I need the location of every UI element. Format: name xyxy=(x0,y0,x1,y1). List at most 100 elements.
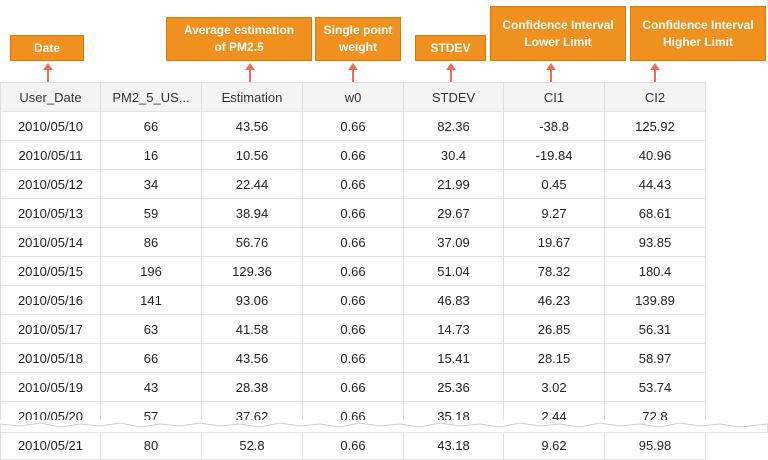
table-cell: 9.27 xyxy=(503,198,605,228)
arrow-stdev xyxy=(446,63,456,82)
table-cell: 2010/05/11 xyxy=(0,140,101,170)
table-cell: 0.66 xyxy=(302,169,404,199)
table-cell: 78.32 xyxy=(503,256,605,286)
table-cell: 59 xyxy=(100,198,202,228)
table-cell: 46.83 xyxy=(403,285,504,315)
table-cell: 26.85 xyxy=(503,314,605,344)
table-cell: 43 xyxy=(100,372,202,402)
table-row[interactable]: 2010/05/19 43 28.38 0.66 25.36 3.02 53.74 xyxy=(0,372,706,402)
table-row[interactable]: 2010/05/15 196 129.36 0.66 51.04 78.32 180.4 xyxy=(0,256,706,286)
table-cell: 2010/05/13 xyxy=(0,198,101,228)
table-cell: 19.67 xyxy=(503,227,605,257)
table-cell: 15.41 xyxy=(403,343,504,373)
table-cell: -38.8 xyxy=(503,111,605,141)
table-cell: 43.56 xyxy=(201,111,303,141)
table-header-row: User_Date PM2_5_US... Estimation w0 STDEV CI1… xyxy=(0,82,706,112)
callout-ci-higher: Confidence Interval Higher Limit xyxy=(630,6,766,61)
table-cell: 68.61 xyxy=(604,198,706,228)
arrow-ci1 xyxy=(546,63,556,82)
column-header-1[interactable]: PM2_5_US... xyxy=(100,82,202,112)
table-cell: 86 xyxy=(100,227,202,257)
table-cell: 56.31 xyxy=(604,314,706,344)
table-cell: 28.38 xyxy=(201,372,303,402)
table-cell: 66 xyxy=(100,343,202,373)
torn-edge xyxy=(0,420,768,433)
table-cell: 93.06 xyxy=(201,285,303,315)
table-cell: 129.36 xyxy=(201,256,303,286)
table-cell: 95.98 xyxy=(604,430,706,460)
table-cell: 46.23 xyxy=(503,285,605,315)
table-cell: 3.02 xyxy=(503,372,605,402)
table-cell: 139.89 xyxy=(604,285,706,315)
table-cell: 93.85 xyxy=(604,227,706,257)
table-cell: 10.56 xyxy=(201,140,303,170)
table-cell: 2010/05/18 xyxy=(0,343,101,373)
arrow-date xyxy=(43,63,53,82)
table-row[interactable]: 2010/05/16 141 93.06 0.66 46.83 46.23 139.89 xyxy=(0,285,706,315)
table-row[interactable]: 2010/05/13 59 38.94 0.66 29.67 9.27 68.61 xyxy=(0,198,706,228)
table-cell: 141 xyxy=(100,285,202,315)
table-cell: 43.18 xyxy=(403,430,504,460)
column-header-2[interactable]: Estimation xyxy=(201,82,303,112)
table-cell: 28.15 xyxy=(503,343,605,373)
callout-stdev: STDEV xyxy=(415,35,486,61)
table-cell: 43.56 xyxy=(201,343,303,373)
table-row[interactable]: 2010/05/11 16 10.56 0.66 30.4 -19.84 40.96 xyxy=(0,140,706,170)
table-cell: 0.66 xyxy=(302,111,404,141)
callout-date: Date xyxy=(10,35,84,61)
table-cell: 44.43 xyxy=(604,169,706,199)
table-cell: 0.66 xyxy=(302,430,404,460)
table-cell: 2010/05/10 xyxy=(0,111,101,141)
arrow-ci2 xyxy=(650,63,660,82)
column-header-0[interactable]: User_Date xyxy=(0,82,101,112)
table-cell: 0.66 xyxy=(302,314,404,344)
table-cell: 66 xyxy=(100,111,202,141)
table-cell: 125.92 xyxy=(604,111,706,141)
table-cell: 22.44 xyxy=(201,169,303,199)
table-cell: -19.84 xyxy=(503,140,605,170)
table-row[interactable]: 2010/05/17 63 41.58 0.66 14.73 26.85 56.31 xyxy=(0,314,706,344)
table-row[interactable]: 2010/05/18 66 43.56 0.66 15.41 28.15 58.97 xyxy=(0,343,706,373)
table-cell: 196 xyxy=(100,256,202,286)
table-cell: 2010/05/21 xyxy=(0,430,101,460)
table-row[interactable]: 2010/05/21 80 52.8 0.66 43.18 9.62 95.98 xyxy=(0,430,706,460)
table-row[interactable]: 2010/05/12 34 22.44 0.66 21.99 0.45 44.43 xyxy=(0,169,706,199)
table-cell: 180.4 xyxy=(604,256,706,286)
table-cell: 14.73 xyxy=(403,314,504,344)
table-cell: 0.66 xyxy=(302,140,404,170)
table-cell: 16 xyxy=(100,140,202,170)
table-cell: 0.66 xyxy=(302,285,404,315)
table-cell: 0.66 xyxy=(302,198,404,228)
table-cell: 0.66 xyxy=(302,227,404,257)
table-cell: 0.66 xyxy=(302,372,404,402)
table-row[interactable]: 2010/05/14 86 56.76 0.66 37.09 19.67 93.85 xyxy=(0,227,706,257)
column-header-5[interactable]: CI1 xyxy=(503,82,605,112)
column-header-6[interactable]: CI2 xyxy=(604,82,706,112)
table-cell: 52.8 xyxy=(201,430,303,460)
table-cell: 2010/05/19 xyxy=(0,372,101,402)
table-cell: 0.66 xyxy=(302,343,404,373)
table-cell: 0.45 xyxy=(503,169,605,199)
column-header-4[interactable]: STDEV xyxy=(403,82,504,112)
table-cell: 21.99 xyxy=(403,169,504,199)
table-cell: 2010/05/15 xyxy=(0,256,101,286)
table-cell: 56.76 xyxy=(201,227,303,257)
table-cell: 41.58 xyxy=(201,314,303,344)
table-cell: 2010/05/17 xyxy=(0,314,101,344)
table-cell: 2010/05/14 xyxy=(0,227,101,257)
table-cell: 40.96 xyxy=(604,140,706,170)
table-cell: 51.04 xyxy=(403,256,504,286)
table-cell: 63 xyxy=(100,314,202,344)
table-cell: 25.36 xyxy=(403,372,504,402)
column-header-3[interactable]: w0 xyxy=(302,82,404,112)
arrow-w0 xyxy=(348,63,358,82)
table-body: 2010/05/10 66 43.56 0.66 82.36 -38.8 125.92 201… xyxy=(0,111,706,460)
table-cell: 0.66 xyxy=(302,256,404,286)
table-cell: 53.74 xyxy=(604,372,706,402)
table-cell: 34 xyxy=(100,169,202,199)
callout-average-estimation: Average estimation of PM2.5 xyxy=(166,17,312,61)
table-row[interactable]: 2010/05/10 66 43.56 0.66 82.36 -38.8 125.92 xyxy=(0,111,706,141)
table-cell: 29.67 xyxy=(403,198,504,228)
data-table: User_Date PM2_5_US... Estimation w0 STDEV CI1… xyxy=(0,82,706,460)
table-cell: 2010/05/12 xyxy=(0,169,101,199)
